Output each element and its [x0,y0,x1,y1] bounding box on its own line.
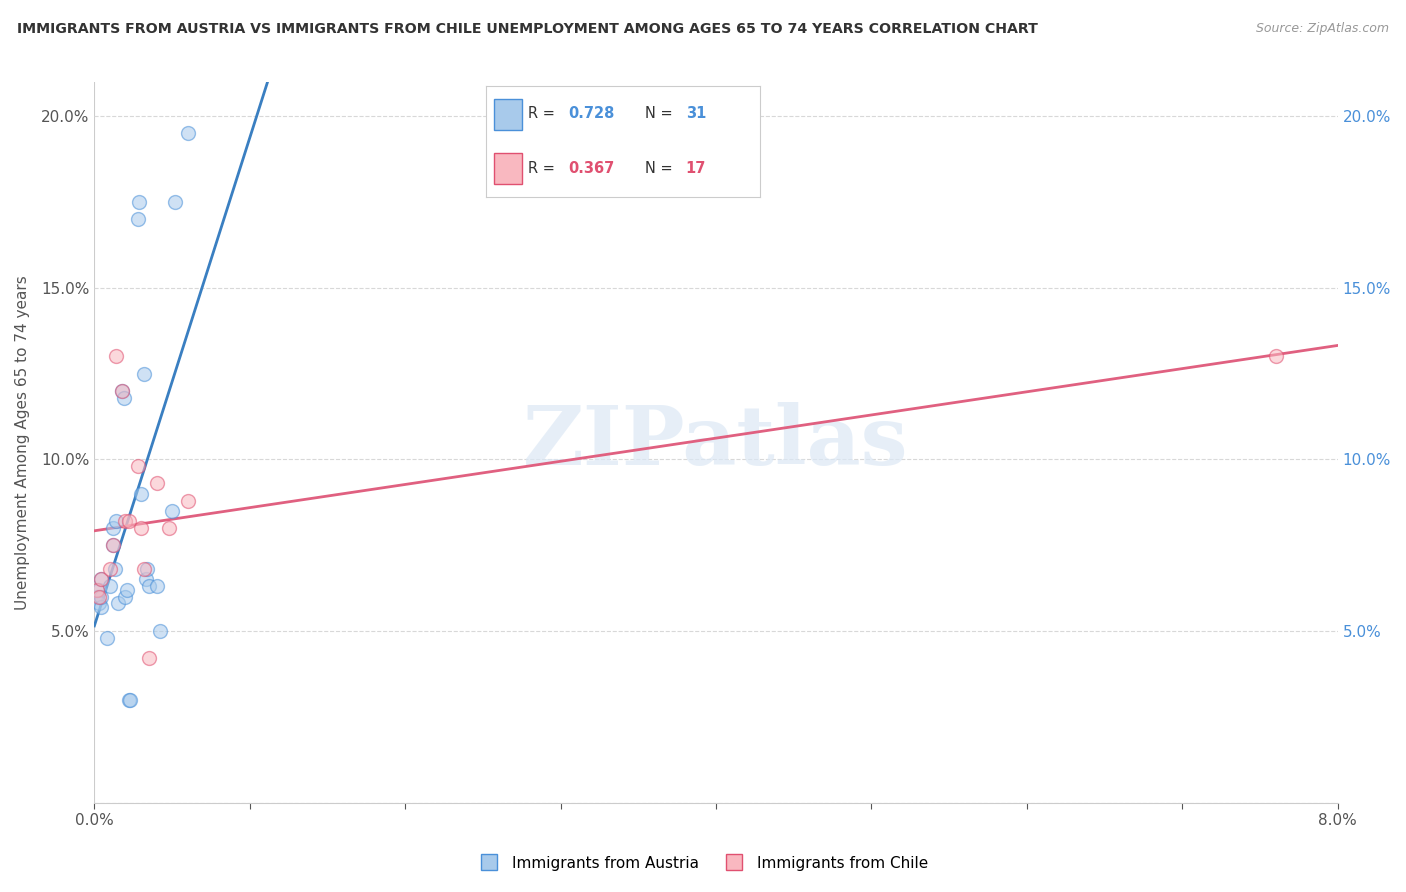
Point [176,493,198,508]
Point [90,573,112,587]
Point [86,590,108,604]
Point [145,476,167,491]
Point [135,573,157,587]
Point [127,459,149,474]
Point [117,692,139,706]
Point [101,538,124,552]
Point [127,212,149,227]
Point [129,521,152,535]
Point [120,692,142,706]
Point [101,521,124,535]
Point [114,590,136,604]
Point [138,651,160,665]
Point [160,504,183,518]
Point [132,367,155,381]
Point [117,514,139,528]
Point [86,582,108,597]
Point [112,391,135,405]
Point [176,127,198,141]
Point [87,582,110,597]
Point [87,590,110,604]
Point [138,579,160,593]
Point [1264,350,1286,364]
Point [105,514,128,528]
Text: ZIPatlas: ZIPatlas [523,402,908,483]
Point [87,597,110,611]
Point [136,562,159,576]
Point [105,350,128,364]
Point [90,573,112,587]
Point [96,631,118,645]
Point [132,562,155,576]
Point [90,599,112,614]
Point [145,579,167,593]
Point [98,579,121,593]
Point [149,624,172,638]
Point [101,538,124,552]
Point [103,562,125,576]
Text: IMMIGRANTS FROM AUSTRIA VS IMMIGRANTS FROM CHILE UNEMPLOYMENT AMONG AGES 65 TO 7: IMMIGRANTS FROM AUSTRIA VS IMMIGRANTS FR… [17,22,1038,37]
Point [115,582,138,597]
Point [114,514,136,528]
Legend: Immigrants from Austria, Immigrants from Chile: Immigrants from Austria, Immigrants from… [471,849,935,877]
Point [128,194,150,209]
Point [165,194,187,209]
Y-axis label: Unemployment Among Ages 65 to 74 years: Unemployment Among Ages 65 to 74 years [15,275,30,609]
Point [90,590,112,604]
Point [157,521,180,535]
Point [111,384,134,398]
Text: Source: ZipAtlas.com: Source: ZipAtlas.com [1256,22,1389,36]
Point [111,384,134,398]
Point [129,486,152,500]
Point [98,562,121,576]
Point [107,597,129,611]
